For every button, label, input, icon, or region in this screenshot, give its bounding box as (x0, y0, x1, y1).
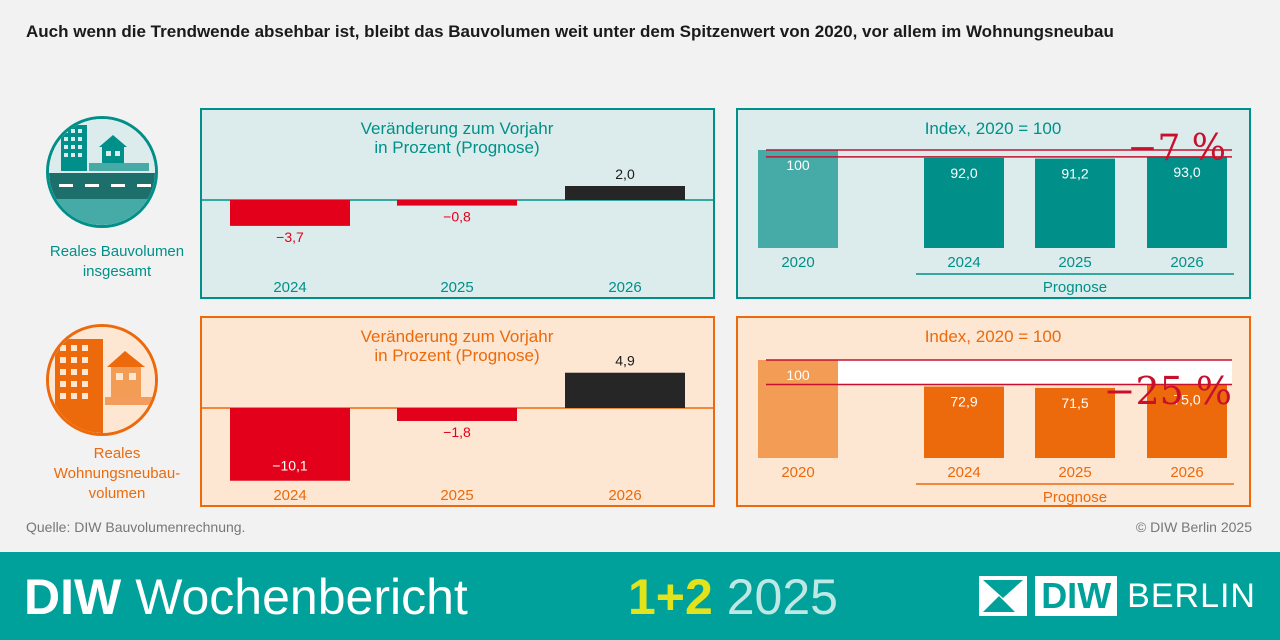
tick-label: 2025 (440, 487, 473, 504)
bar (565, 372, 685, 408)
tick-label: 2020 (781, 254, 814, 271)
tick-label: 2024 (273, 487, 306, 504)
prognose-label: Prognose (1043, 489, 1107, 505)
row-label-line: Reales (93, 445, 141, 462)
tick-label: 2024 (273, 279, 306, 296)
data-label: 2,0 (615, 166, 635, 182)
diw-berlin-logo: DIW BERLIN (979, 574, 1256, 618)
tick-label: 2024 (947, 464, 980, 481)
data-label: −1,8 (443, 424, 471, 440)
bar (1147, 156, 1227, 248)
bar (230, 200, 350, 226)
index-chart-wohnungsneubau: Index, 2020 = 100 100 2020 72,9 2024 71,5 2025… (736, 316, 1251, 507)
bar (230, 408, 350, 481)
tick-label: 2024 (947, 254, 980, 271)
chart-title: Index, 2020 = 100 (925, 327, 1062, 346)
bar (758, 150, 838, 248)
row-label-line: Reales Bauvolumen (49, 243, 185, 260)
tick-label: 2026 (1170, 254, 1203, 271)
data-label: −0,8 (443, 209, 471, 225)
data-label: −3,7 (276, 229, 304, 245)
brand-text: DIW (24, 569, 122, 625)
data-label: −10,1 (272, 458, 308, 474)
percent-change-annotation: −7 % (1127, 128, 1226, 169)
issue-number: 1+2 2025 (628, 568, 838, 626)
tick-label: 2026 (1170, 464, 1203, 481)
publication-banner: DIW Wochenbericht 1+2 2025 DIW BERLIN (0, 552, 1280, 640)
chart-title: in Prozent (Prognose) (374, 346, 539, 365)
data-label: 75,0 (1173, 392, 1200, 408)
index-chart-bauvolumen: Index, 2020 = 100 100 2020 92,0 2024 91,2 2025… (736, 108, 1251, 299)
prognose-label: Prognose (1043, 279, 1107, 296)
row-label-wohnungsneubau: Reales Wohnungsneubau- volumen (22, 444, 212, 504)
bar (1147, 384, 1227, 458)
diw-mark-icon (979, 576, 1028, 616)
row-label-bauvolumen: Reales Bauvolumen insgesamt (22, 242, 212, 282)
bar (1035, 387, 1115, 458)
percent-change-annotation: −25 % (1104, 369, 1232, 413)
data-label: 92,0 (950, 165, 977, 181)
data-label: 100 (786, 367, 810, 383)
tick-label: 2025 (1058, 464, 1091, 481)
issue-text: 1+2 (628, 569, 713, 625)
publication-text: Wochenbericht (135, 569, 468, 625)
bar (924, 386, 1004, 458)
tick-label: 2020 (781, 464, 814, 481)
apartment-house-icon (46, 324, 158, 436)
bar (758, 360, 838, 458)
logo-diw-text: DIW (1035, 576, 1118, 616)
page-title: Auch wenn die Trendwende absehbar ist, b… (26, 22, 1114, 41)
data-label: 91,2 (1061, 166, 1088, 182)
chart-title: Veränderung zum Vorjahr (361, 327, 554, 346)
building-house-road-icon (46, 116, 158, 228)
tick-label: 2026 (608, 279, 641, 296)
bar (565, 186, 685, 200)
chart-title: in Prozent (Prognose) (374, 138, 539, 157)
logo-berlin-text: BERLIN (1127, 576, 1256, 615)
bar (397, 200, 517, 206)
chart-title: Index, 2020 = 100 (925, 119, 1062, 138)
chart-title: Veränderung zum Vorjahr (361, 119, 554, 138)
data-label: 72,9 (950, 394, 977, 410)
bar (1035, 158, 1115, 248)
change-chart-wohnungsneubau: Veränderung zum Vorjahr in Prozent (Progn… (200, 316, 715, 507)
tick-label: 2026 (608, 487, 641, 504)
publication-name: DIW Wochenbericht (24, 568, 468, 626)
row-label-line: volumen (88, 485, 146, 502)
gap-band (766, 360, 1232, 385)
data-label: 4,9 (615, 353, 635, 369)
bar (397, 408, 517, 421)
data-label: 93,0 (1173, 164, 1200, 180)
tick-label: 2025 (440, 279, 473, 296)
year-text: 2025 (726, 569, 838, 625)
source-note: Quelle: DIW Bauvolumenrechnung. (26, 519, 246, 535)
row-label-line: insgesamt (82, 263, 152, 280)
bar (924, 157, 1004, 248)
data-label: 100 (786, 157, 810, 173)
row-label-line: Wohnungsneubau- (53, 465, 181, 482)
copyright-note: © DIW Berlin 2025 (1135, 519, 1252, 535)
change-chart-bauvolumen: Veränderung zum Vorjahr in Prozent (Progn… (200, 108, 715, 299)
data-label: 71,5 (1061, 395, 1088, 411)
tick-label: 2025 (1058, 254, 1091, 271)
